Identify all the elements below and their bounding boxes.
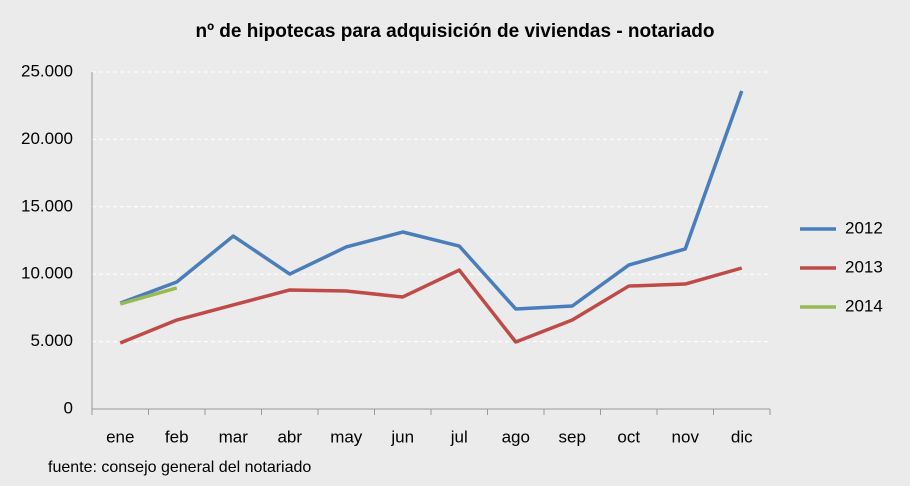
series-line (119, 90, 744, 311)
x-tick-label: nov (672, 427, 700, 446)
source-note: fuente: consejo general del notariado (48, 459, 311, 476)
x-tick-label: may (330, 427, 363, 446)
y-tick-label: 20.000 (21, 129, 73, 148)
y-tick-label: 15.000 (21, 196, 73, 215)
x-tick-label: dic (731, 427, 753, 446)
x-tick-label: sep (559, 427, 586, 446)
y-tick-label: 5.000 (30, 331, 73, 350)
x-tick-label: jul (450, 427, 468, 446)
legend-label: 2014 (845, 296, 883, 315)
x-tick-label: abr (277, 427, 302, 446)
x-tick-label: ene (106, 427, 134, 446)
x-tick-label: oct (617, 427, 640, 446)
y-tick-label: 10.000 (21, 264, 73, 283)
y-tick-label: 0 (64, 398, 73, 417)
chart-title: nº de hipotecas para adquisición de vivi… (195, 21, 714, 42)
x-tick-label: jun (390, 427, 414, 446)
x-tick-label: feb (165, 427, 189, 446)
y-tick-label: 25.000 (21, 61, 73, 80)
series-line (119, 266, 743, 345)
x-tick-label: ago (502, 427, 530, 446)
series-line (119, 286, 178, 306)
legend-label: 2012 (845, 218, 883, 237)
x-tick-label: mar (219, 427, 249, 446)
legend-label: 2013 (845, 257, 883, 276)
